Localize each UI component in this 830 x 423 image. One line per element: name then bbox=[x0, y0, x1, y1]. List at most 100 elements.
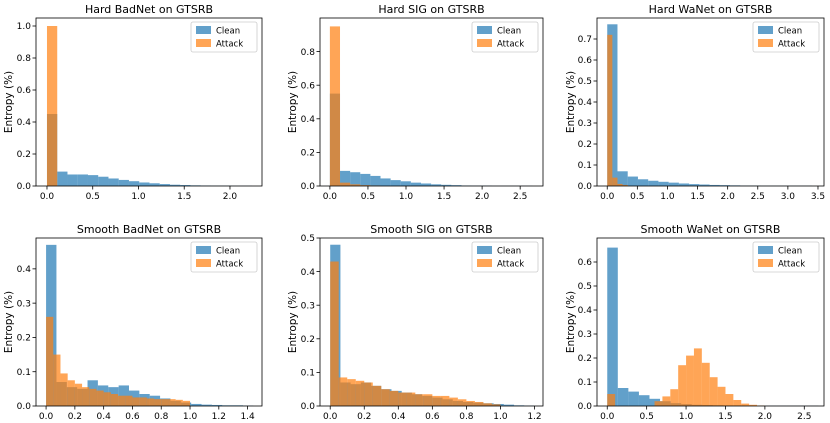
attack-bar bbox=[693, 348, 702, 406]
attack-bar bbox=[161, 399, 169, 406]
axes-frame bbox=[319, 17, 544, 187]
clean-bar bbox=[451, 185, 462, 186]
clean-bar bbox=[67, 174, 78, 186]
legend: Clean Attack bbox=[752, 21, 820, 53]
x-tick-label: 0.8 bbox=[154, 412, 169, 422]
x-tick-label: 2.0 bbox=[720, 192, 735, 202]
y-tick-label: 0.1 bbox=[17, 368, 31, 378]
x-tick-label: 0.0 bbox=[323, 192, 338, 202]
x-tick-label: 0.6 bbox=[425, 412, 440, 422]
attack-bar bbox=[483, 403, 492, 406]
y-tick-label: 0.5 bbox=[578, 77, 592, 87]
y-tick-label: 0.2 bbox=[17, 150, 31, 160]
attack-bar bbox=[440, 395, 450, 406]
attack-bar bbox=[110, 394, 119, 406]
clean-bar bbox=[211, 404, 223, 406]
y-tick-label: 0.5 bbox=[578, 282, 592, 292]
attack-bar bbox=[182, 400, 191, 406]
x-tick-label: 2.5 bbox=[751, 192, 765, 202]
x-tick-label: 0.5 bbox=[361, 192, 375, 202]
subplot-6: 0.0 0.5 1.0 1.5 2.0 2.5 0.0 0.1 0.2 0.3 0.4 0.5 0.6 S… bbox=[565, 223, 825, 422]
legend: Clean Attack bbox=[752, 241, 820, 273]
clean-bar bbox=[350, 172, 361, 186]
x-tick-label: 1.5 bbox=[177, 192, 191, 202]
attack-bar bbox=[53, 354, 61, 406]
y-tick-label: 0.2 bbox=[578, 354, 592, 364]
clean-bar bbox=[370, 175, 381, 186]
attack-bar bbox=[741, 403, 750, 406]
attack-bar bbox=[125, 395, 133, 406]
attack-bar bbox=[175, 399, 183, 406]
clean-bar bbox=[108, 178, 119, 186]
x-tick-label: 2.5 bbox=[513, 192, 527, 202]
attack-bar bbox=[146, 398, 155, 406]
clean-bar bbox=[678, 183, 690, 186]
x-tick-label: 1.5 bbox=[690, 192, 704, 202]
legend-label-clean: Clean bbox=[216, 247, 240, 257]
clean-bar bbox=[149, 183, 160, 186]
clean-bar bbox=[180, 185, 191, 186]
clean-bar bbox=[201, 404, 212, 406]
legend-swatch-clean bbox=[758, 26, 773, 34]
bars bbox=[46, 244, 254, 406]
legend-label-clean: Clean bbox=[778, 27, 802, 37]
y-tick-label: 0.0 bbox=[301, 182, 316, 192]
x-tick-label: 2.0 bbox=[475, 192, 490, 202]
chart-title: Hard BadNet on GTSRB bbox=[85, 3, 213, 16]
chart-title: Smooth WaNet on GTSRB bbox=[641, 223, 781, 236]
attack-bar bbox=[709, 377, 718, 406]
attack-bar bbox=[733, 400, 742, 406]
legend-label-clean: Clean bbox=[778, 247, 802, 257]
legend-label-attack: Attack bbox=[216, 260, 243, 270]
attack-bar bbox=[46, 26, 58, 186]
y-tick-label: 0.0 bbox=[578, 182, 593, 192]
legend-label-attack: Attack bbox=[216, 40, 243, 50]
x-tick-label: 0.0 bbox=[600, 192, 615, 202]
legend-label-attack: Attack bbox=[778, 260, 805, 270]
attack-bar bbox=[103, 392, 111, 406]
clean-bar bbox=[431, 184, 442, 186]
attack-bar bbox=[338, 377, 348, 406]
y-tick-label: 0.1 bbox=[578, 161, 592, 171]
legend-swatch-clean bbox=[758, 246, 773, 254]
y-tick-label: 0.7 bbox=[578, 35, 592, 45]
clean-bar bbox=[638, 395, 650, 406]
legend-swatch-clean bbox=[477, 26, 492, 34]
y-tick-label: 0.4 bbox=[578, 98, 593, 108]
clean-bar bbox=[340, 170, 351, 186]
y-axis-label: Entropy (%) bbox=[565, 291, 577, 353]
clean-bar bbox=[628, 391, 639, 406]
axes-frame bbox=[596, 237, 825, 407]
legend-label-attack: Attack bbox=[497, 40, 524, 50]
subplot-2: 0.0 0.5 1.0 1.5 2.0 2.5 0.0 0.2 0.4 0.6 0.8 Hard SI… bbox=[287, 3, 544, 202]
attack-bar bbox=[381, 389, 390, 406]
attack-bar bbox=[74, 383, 83, 406]
y-tick-label: 0.4 bbox=[17, 118, 32, 128]
attack-bar bbox=[654, 401, 663, 406]
x-tick-label: 1.2 bbox=[212, 412, 226, 422]
x-tick-label: 1.0 bbox=[660, 192, 675, 202]
attack-bar bbox=[360, 185, 371, 186]
clean-bar bbox=[87, 175, 99, 186]
attack-bar bbox=[398, 392, 407, 406]
clean-bar bbox=[699, 184, 710, 186]
x-tick-label: 1.0 bbox=[131, 192, 146, 202]
legend-swatch-clean bbox=[196, 246, 211, 254]
y-tick-label: 0.2 bbox=[578, 140, 592, 150]
y-tick-label: 0.5 bbox=[301, 234, 315, 244]
y-tick-label: 0.6 bbox=[301, 81, 316, 91]
attack-bar bbox=[662, 396, 671, 406]
attack-bar bbox=[132, 397, 140, 406]
y-tick-label: 0.6 bbox=[578, 56, 593, 66]
x-tick-label: 0.8 bbox=[459, 412, 474, 422]
x-tick-label: 2.5 bbox=[797, 412, 811, 422]
axes-frame bbox=[319, 237, 544, 407]
y-tick-label: 0.6 bbox=[17, 86, 32, 96]
attack-bar bbox=[67, 380, 75, 406]
subplot-3: 0.0 0.5 1.0 1.5 2.0 2.5 3.0 3.5 0.0 0.1 0.2 0.3 0.4 0… bbox=[565, 3, 825, 202]
attack-bar bbox=[364, 382, 373, 406]
clean-bar bbox=[637, 179, 649, 186]
clean-bar bbox=[452, 400, 463, 406]
subplot-4: 0.0 0.2 0.4 0.6 0.8 1.0 1.2 1.4 0.0 0.1 0.2 0.3 0.4 S… bbox=[3, 223, 263, 422]
clean-bar bbox=[658, 181, 669, 186]
